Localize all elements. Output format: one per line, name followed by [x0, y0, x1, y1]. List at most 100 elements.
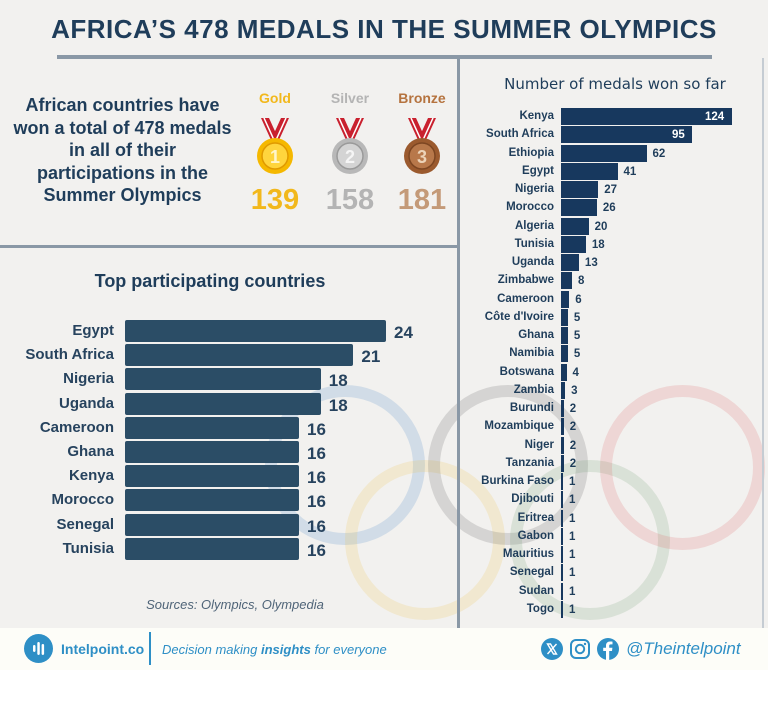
left-chart-value-label: 18 [328, 395, 348, 415]
left-chart-row: Tunisia 16 [0, 537, 460, 561]
right-chart-category-label: Ghana [518, 329, 554, 341]
right-chart-row: South Africa 95 [462, 126, 768, 144]
medal-rank: 2 [345, 147, 355, 167]
footer-divider [149, 632, 151, 665]
right-chart-value-label: 3 [571, 384, 578, 397]
right-chart-row: Ethiopia 62 [462, 144, 768, 163]
left-chart-bar [125, 368, 321, 391]
left-chart-row: Uganda 18 [0, 392, 460, 416]
left-chart-row: Morocco 16 [0, 489, 460, 512]
right-chart-value-label: 2 [569, 439, 577, 452]
social-handle[interactable]: @Theintelpoint [626, 639, 741, 658]
gold-medal-icon: 1 [257, 118, 293, 174]
right-chart-row: Ghana 5 [462, 327, 768, 345]
right-chart-row: Nigeria 27 [462, 181, 768, 199]
right-chart-category-label: Botswana [499, 365, 554, 378]
right-chart-value-label: 13 [584, 257, 598, 269]
right-chart-category-label: Côte d'Ivoire [484, 310, 554, 323]
right-chart-bar [561, 546, 563, 563]
right-chart-row: Zimbabwe 8 [462, 272, 768, 290]
left-chart-category-label: Egypt [72, 322, 114, 339]
right-chart-row: Togo 1 [462, 600, 768, 619]
right-chart-value-label: 1 [569, 549, 576, 561]
right-chart-bar [561, 290, 570, 308]
right-chart-value-label: 20 [594, 220, 608, 233]
instagram-icon[interactable] [569, 638, 591, 660]
left-chart-bar [125, 320, 386, 342]
left-chart-bar [125, 392, 321, 415]
right-chart-bar [561, 509, 563, 527]
brand-link[interactable]: Intelpoint.co [61, 641, 145, 657]
right-chart-category-label: Ethiopia [508, 146, 554, 159]
left-chart-row: Nigeria 18 [0, 368, 460, 391]
left-chart-row: Egypt 24 [0, 320, 460, 343]
right-chart-value-label: 62 [652, 147, 666, 160]
right-chart-row: Mauritius 1 [462, 546, 768, 564]
intelpoint-logo-icon[interactable] [24, 634, 53, 663]
right-chart-bar [561, 582, 563, 600]
left-chart-bar [125, 465, 299, 488]
right-chart-category-label: Djibouti [511, 493, 554, 506]
left-chart-category-label: Ghana [67, 443, 114, 460]
right-chart-category-label: Nigeria [515, 183, 554, 195]
medal-silver: Silver 2 158 [315, 90, 385, 217]
right-chart-row: Botswana 4 [462, 363, 768, 382]
right-chart-category-label: Namibia [509, 347, 554, 360]
summary-text: African countries have won a total of 47… [13, 95, 232, 205]
page-title: AFRICA’S 478 MEDALS IN THE SUMMER OLYMPI… [51, 14, 717, 44]
silver-medal-icon: 2 [332, 118, 368, 174]
medals-won-chart-title: Number of medals won so far [504, 75, 726, 93]
right-chart-bar [561, 235, 586, 253]
right-chart-category-label: Zimbabwe [497, 274, 554, 287]
right-chart-row: Djibouti 1 [462, 491, 768, 509]
right-chart-bar [561, 400, 564, 417]
x-icon[interactable] [541, 638, 563, 660]
right-chart-value-label: 5 [573, 330, 581, 342]
right-chart-category-label: Burundi [509, 402, 554, 414]
right-chart-category-label: Burkina Faso [481, 475, 554, 487]
right-chart-bar [561, 181, 599, 198]
left-chart-value-label: 16 [307, 540, 326, 560]
footer: Intelpoint.co Decision making insights f… [0, 628, 768, 670]
right-chart-category-label: Eritrea [517, 511, 554, 524]
right-chart-value-label: 27 [604, 184, 618, 196]
right-chart-value-label: 5 [573, 348, 581, 361]
left-chart-bar [125, 513, 299, 536]
tagline-bold: insights [261, 642, 311, 657]
left-chart-value-label: 16 [307, 492, 326, 512]
medal-label: Silver [330, 90, 370, 106]
right-chart-category-label: Gabon [517, 529, 554, 542]
right-chart-row: Mozambique 2 [462, 418, 768, 436]
right-chart-value-label: 124 [705, 111, 725, 123]
right-chart-category-label: Uganda [511, 256, 554, 268]
right-chart-category-label: Egypt [522, 164, 554, 177]
right-chart-bar [561, 345, 568, 363]
right-chart-category-label: Zambia [513, 383, 554, 396]
right-chart-bar [561, 363, 567, 381]
medal-count: 181 [397, 184, 447, 216]
medals-won-chart: Kenya 124 South Africa 95 Ethiopia 62 Egypt 41 N… [462, 108, 768, 620]
right-chart-bar [561, 491, 563, 509]
right-chart-bar [561, 308, 568, 326]
right-chart-bar [561, 436, 564, 454]
right-chart-bar [561, 272, 573, 290]
right-chart-row: Burkina Faso 1 [462, 473, 768, 491]
facebook-icon[interactable] [597, 638, 619, 660]
right-chart-value-label: 8 [578, 275, 585, 288]
right-chart-category-label: Niger [524, 438, 554, 451]
right-chart-row: Senegal 1 [462, 564, 768, 582]
right-chart-bar [561, 454, 564, 472]
right-chart-bar [561, 108, 732, 125]
right-chart-category-label: Sudan [518, 584, 554, 597]
right-chart-row: Eritrea 1 [462, 509, 768, 528]
right-chart-row: Morocco 26 [462, 199, 768, 217]
medal-label: Bronze [398, 90, 446, 106]
medal-gold: Gold 1 139 [240, 90, 310, 217]
right-chart-category-label: Mauritius [502, 548, 554, 560]
right-chart-category-label: Senegal [509, 566, 554, 579]
left-chart-value-label: 16 [307, 444, 326, 463]
right-chart-bar [561, 199, 597, 217]
right-chart-row: Zambia 3 [462, 381, 768, 400]
right-chart-row: Kenya 124 [462, 108, 768, 126]
left-chart-row: Ghana 16 [0, 441, 460, 464]
